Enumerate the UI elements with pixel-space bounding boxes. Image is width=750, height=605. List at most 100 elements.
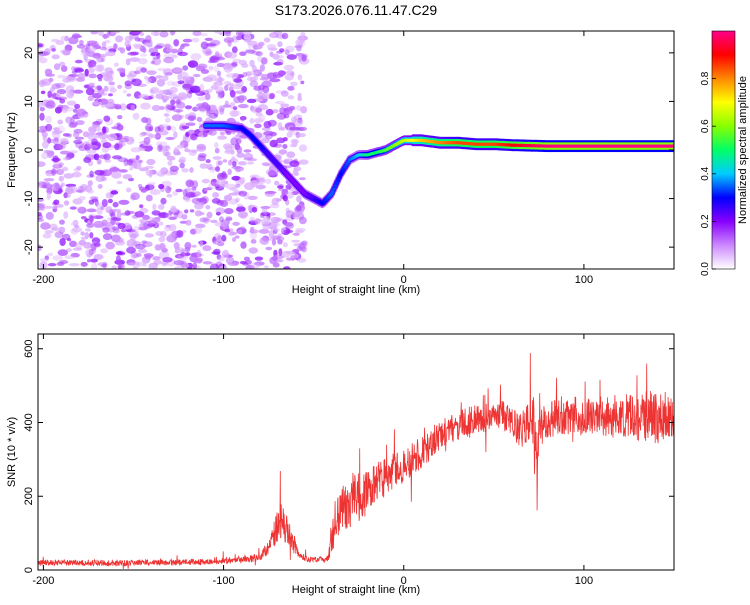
noise-speckle (210, 178, 218, 186)
noise-speckle (196, 145, 207, 152)
noise-speckle (289, 160, 300, 168)
noise-speckle (254, 118, 261, 123)
noise-speckle (184, 105, 193, 110)
noise-speckle (262, 216, 271, 224)
noise-speckle (100, 55, 106, 63)
noise-speckle (235, 90, 245, 94)
noise-speckle (267, 170, 277, 177)
noise-speckle (71, 66, 76, 72)
noise-speckle (117, 265, 123, 269)
noise-speckle (237, 203, 244, 208)
noise-speckle (52, 208, 57, 213)
noise-speckle (285, 210, 295, 218)
noise-speckle (182, 83, 192, 89)
noise-speckle (179, 162, 185, 169)
colorbar-tick-label: 0.0 (700, 262, 711, 276)
noise-speckle (53, 127, 60, 131)
noise-speckle (176, 144, 184, 149)
noise-speckle (92, 124, 101, 132)
noise-speckle (160, 167, 169, 175)
noise-speckle (162, 99, 167, 103)
noise-speckle (90, 258, 98, 263)
noise-speckle (102, 227, 110, 233)
noise-speckle (100, 248, 108, 254)
noise-speckle (142, 47, 147, 53)
noise-speckle (41, 78, 52, 86)
noise-speckle (191, 244, 197, 248)
noise-speckle (161, 145, 171, 151)
noise-speckle (229, 90, 236, 98)
noise-speckle (131, 31, 142, 35)
noise-speckle (260, 138, 270, 144)
noise-speckle (154, 244, 162, 251)
noise-speckle (210, 219, 218, 224)
noise-speckle (199, 240, 204, 247)
noise-speckle (42, 140, 49, 149)
noise-speckle (224, 80, 232, 85)
noise-speckle (273, 61, 283, 66)
noise-speckle (191, 180, 199, 189)
noise-speckle (43, 150, 51, 154)
noise-speckle (223, 66, 233, 73)
noise-speckle (204, 93, 211, 101)
noise-speckle (165, 103, 172, 109)
noise-speckle (232, 221, 240, 226)
noise-speckle (89, 232, 94, 239)
noise-speckle (216, 211, 221, 216)
noise-speckle (177, 92, 188, 101)
noise-speckle (294, 45, 303, 49)
noise-speckle (88, 67, 95, 73)
noise-speckle (215, 180, 221, 186)
x-tick-label: 0 (401, 575, 407, 587)
noise-speckle (42, 233, 52, 239)
noise-speckle (83, 53, 88, 61)
y-tick-label: 200 (23, 487, 35, 505)
noise-speckle (219, 199, 229, 207)
noise-speckle (151, 57, 162, 66)
noise-speckle (125, 229, 136, 233)
noise-speckle (189, 209, 195, 213)
noise-speckle (212, 192, 220, 198)
noise-speckle (51, 54, 60, 60)
noise-speckle (87, 180, 93, 187)
noise-speckle (61, 166, 69, 172)
noise-speckle (74, 103, 81, 110)
noise-speckle (262, 85, 270, 94)
noise-speckle (211, 198, 221, 204)
noise-speckle (267, 221, 278, 230)
noise-speckle (286, 54, 297, 60)
noise-speckle (72, 198, 83, 205)
noise-speckle (289, 253, 299, 259)
noise-speckle (291, 239, 301, 243)
noise-speckle (277, 70, 286, 76)
noise-speckle (208, 181, 218, 190)
noise-speckle (273, 228, 280, 232)
noise-speckle (107, 198, 113, 204)
spectrogram-y-ticks: -20 -10 0 10 20 (23, 47, 674, 255)
noise-speckle (51, 168, 56, 176)
noise-speckle (90, 243, 97, 251)
noise-speckle (212, 240, 222, 245)
noise-speckle (66, 41, 72, 45)
noise-speckle (233, 78, 243, 83)
y-tick-label: 0 (23, 567, 35, 573)
noise-speckle (236, 152, 245, 158)
colorbar-tick-label: 0.2 (700, 214, 711, 228)
noise-speckle (93, 254, 104, 260)
noise-speckle (164, 43, 171, 49)
noise-speckle (236, 35, 243, 41)
noise-speckle (55, 40, 65, 46)
noise-speckle (47, 137, 52, 144)
noise-speckle (287, 106, 294, 114)
noise-speckle (214, 110, 221, 115)
noise-speckle (249, 80, 259, 88)
x-tick-label: -200 (32, 575, 54, 587)
noise-speckle (130, 192, 140, 200)
noise-speckle (156, 169, 166, 178)
noise-speckle (80, 261, 88, 267)
noise-speckle (232, 73, 239, 78)
ridge-core (333, 184, 338, 188)
noise-speckle (235, 197, 240, 203)
noise-speckle (38, 211, 42, 217)
